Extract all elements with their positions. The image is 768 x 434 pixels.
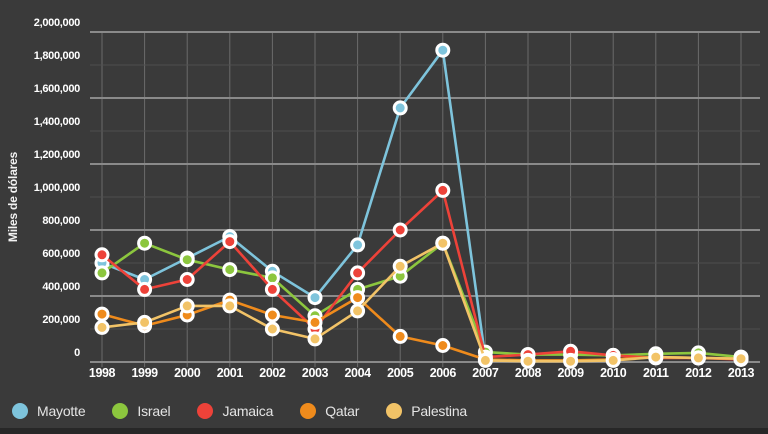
point-palestina-2006[interactable] xyxy=(435,235,451,251)
point-qatar-2004[interactable] xyxy=(350,290,366,306)
legend-item-qatar[interactable]: Qatar xyxy=(300,403,359,419)
point-israel-1998[interactable] xyxy=(94,265,110,281)
point-palestina-2003[interactable] xyxy=(307,331,323,347)
x-tick-label-2006: 2006 xyxy=(430,366,457,380)
point-palestina-2002[interactable] xyxy=(264,321,280,337)
point-qatar-2006[interactable] xyxy=(435,338,451,353)
y-tick-label: 2,000,000 xyxy=(34,17,80,29)
point-palestina-2009[interactable] xyxy=(563,353,579,369)
point-qatar-2002[interactable] xyxy=(264,307,280,323)
point-qatar-1998[interactable] xyxy=(94,306,110,322)
x-tick-label-2000: 2000 xyxy=(174,366,201,380)
y-tick-label: 1,200,000 xyxy=(34,149,80,161)
y-tick-label: 400,000 xyxy=(42,281,80,293)
legend-item-palestina[interactable]: Palestina xyxy=(386,403,467,419)
series-line-jamaica xyxy=(100,189,743,361)
point-israel-2001[interactable] xyxy=(222,262,238,278)
point-palestina-2001[interactable] xyxy=(222,298,238,314)
point-qatar-2005[interactable] xyxy=(392,328,408,344)
legend-dot-palestina xyxy=(386,403,403,419)
point-palestina-2004[interactable] xyxy=(350,303,366,319)
point-palestina-2008[interactable] xyxy=(520,353,536,369)
legend-item-jamaica[interactable]: Jamaica xyxy=(197,403,273,419)
x-tick-label-1999: 1999 xyxy=(131,366,158,380)
point-jamaica-2001[interactable] xyxy=(222,234,238,250)
legend-dot-mayotte xyxy=(12,403,28,419)
legend-label-mayotte: Mayotte xyxy=(37,403,86,419)
y-axis-title: Miles de dólares xyxy=(6,151,20,243)
y-tick-label: 0 xyxy=(74,347,80,359)
legend-label-jamaica: Jamaica xyxy=(222,403,274,419)
y-tick-label: 1,800,000 xyxy=(34,50,80,62)
legend-dot-israel xyxy=(112,403,129,419)
point-palestina-1998[interactable] xyxy=(94,319,110,335)
legend-label-palestina: Palestina xyxy=(411,403,467,419)
bottom-border xyxy=(0,428,768,434)
point-palestina-2011[interactable] xyxy=(648,349,664,365)
legend-dot-qatar xyxy=(300,403,317,419)
point-palestina-2007[interactable] xyxy=(477,352,493,368)
point-palestina-2005[interactable] xyxy=(392,258,408,274)
point-palestina-1999[interactable] xyxy=(137,314,153,330)
point-jamaica-2000[interactable] xyxy=(179,272,195,287)
point-jamaica-2002[interactable] xyxy=(264,281,280,297)
point-jamaica-1998[interactable] xyxy=(94,247,110,263)
point-jamaica-2005[interactable] xyxy=(392,222,408,238)
legend: Mayotte Israel Jamaica Qatar Palestina xyxy=(12,398,467,424)
point-mayotte-2005[interactable] xyxy=(392,100,408,116)
y-tick-label: 1,600,000 xyxy=(34,83,80,95)
point-palestina-2010[interactable] xyxy=(605,352,621,368)
x-tick-label-2013: 2013 xyxy=(728,366,755,380)
y-tick-label: 600,000 xyxy=(42,248,80,260)
point-palestina-2000[interactable] xyxy=(179,298,195,314)
x-tick-label-2002: 2002 xyxy=(259,366,286,380)
point-jamaica-1999[interactable] xyxy=(137,281,153,297)
point-israel-1999[interactable] xyxy=(137,235,153,251)
point-palestina-2012[interactable] xyxy=(690,350,706,366)
point-palestina-2013[interactable] xyxy=(733,351,749,367)
y-tick-label: 1,400,000 xyxy=(34,116,80,128)
series-line-palestina xyxy=(100,241,743,363)
series-line-mayotte xyxy=(100,48,487,360)
legend-label-israel: Israel xyxy=(137,403,171,419)
x-tick-label-2012: 2012 xyxy=(685,366,712,380)
legend-dot-jamaica xyxy=(197,403,214,419)
series-line-israel xyxy=(100,241,743,359)
legend-label-qatar: Qatar xyxy=(325,403,360,419)
x-tick-label-2008: 2008 xyxy=(515,366,542,380)
point-mayotte-2004[interactable] xyxy=(350,237,366,253)
x-tick-label-2005: 2005 xyxy=(387,366,414,380)
x-tick-label-1998: 1998 xyxy=(89,366,116,380)
x-tick-label-2009: 2009 xyxy=(557,366,584,380)
point-jamaica-2004[interactable] xyxy=(350,265,366,281)
legend-item-mayotte[interactable]: Mayotte xyxy=(12,403,86,419)
x-tick-label-2010: 2010 xyxy=(600,366,627,380)
legend-item-israel[interactable]: Israel xyxy=(112,403,171,419)
x-tick-label-2011: 2011 xyxy=(643,366,669,380)
x-tick-label-2001: 2001 xyxy=(217,366,244,380)
x-tick-label-2003: 2003 xyxy=(302,366,329,380)
y-tick-label: 200,000 xyxy=(42,314,80,326)
point-mayotte-2003[interactable] xyxy=(307,290,323,306)
x-tick-label-2004: 2004 xyxy=(344,366,371,380)
point-qatar-2003[interactable] xyxy=(307,314,323,330)
point-mayotte-2006[interactable] xyxy=(435,42,451,58)
point-israel-2000[interactable] xyxy=(179,252,195,268)
y-tick-label: 1,000,000 xyxy=(34,182,80,194)
x-tick-label-2007: 2007 xyxy=(472,366,499,380)
point-jamaica-2006[interactable] xyxy=(435,182,451,198)
y-tick-label: 800,000 xyxy=(42,215,80,227)
